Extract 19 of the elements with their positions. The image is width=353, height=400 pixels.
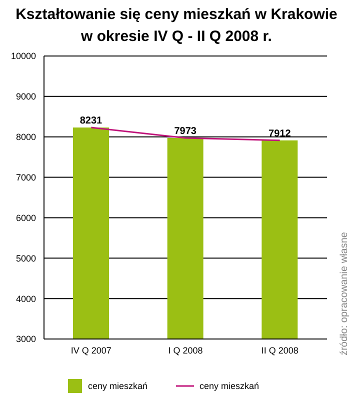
y-tick-label: 7000 xyxy=(16,172,36,182)
y-tick-label: 5000 xyxy=(16,253,36,264)
y-tick-label: 10000 xyxy=(10,51,36,62)
data-label: 8231 xyxy=(80,116,103,127)
legend-label: ceny mieszkań xyxy=(88,381,148,391)
y-tick-label: 9000 xyxy=(16,92,36,102)
y-tick-label: 4000 xyxy=(16,294,36,304)
chart-subtitle: w okresie IV Q - II Q 2008 r. xyxy=(80,27,273,47)
x-tick-label: IV Q 2007 xyxy=(70,345,112,356)
legend-label: ceny mieszkań xyxy=(200,381,260,391)
x-tick-label: I Q 2008 xyxy=(168,345,203,356)
chart-title: Kształtowanie się ceny mieszkań w Krakowie xyxy=(14,5,338,25)
text: źródło: opracowanie własne xyxy=(339,232,350,355)
data-label: 7912 xyxy=(268,128,292,140)
y-tick-label: 8000 xyxy=(16,132,36,142)
data-label: 7973 xyxy=(174,126,197,137)
y-tick-label: 6000 xyxy=(16,212,36,223)
y-tick-label: 3000 xyxy=(16,334,36,344)
x-tick-label: II Q 2008 xyxy=(261,345,298,356)
